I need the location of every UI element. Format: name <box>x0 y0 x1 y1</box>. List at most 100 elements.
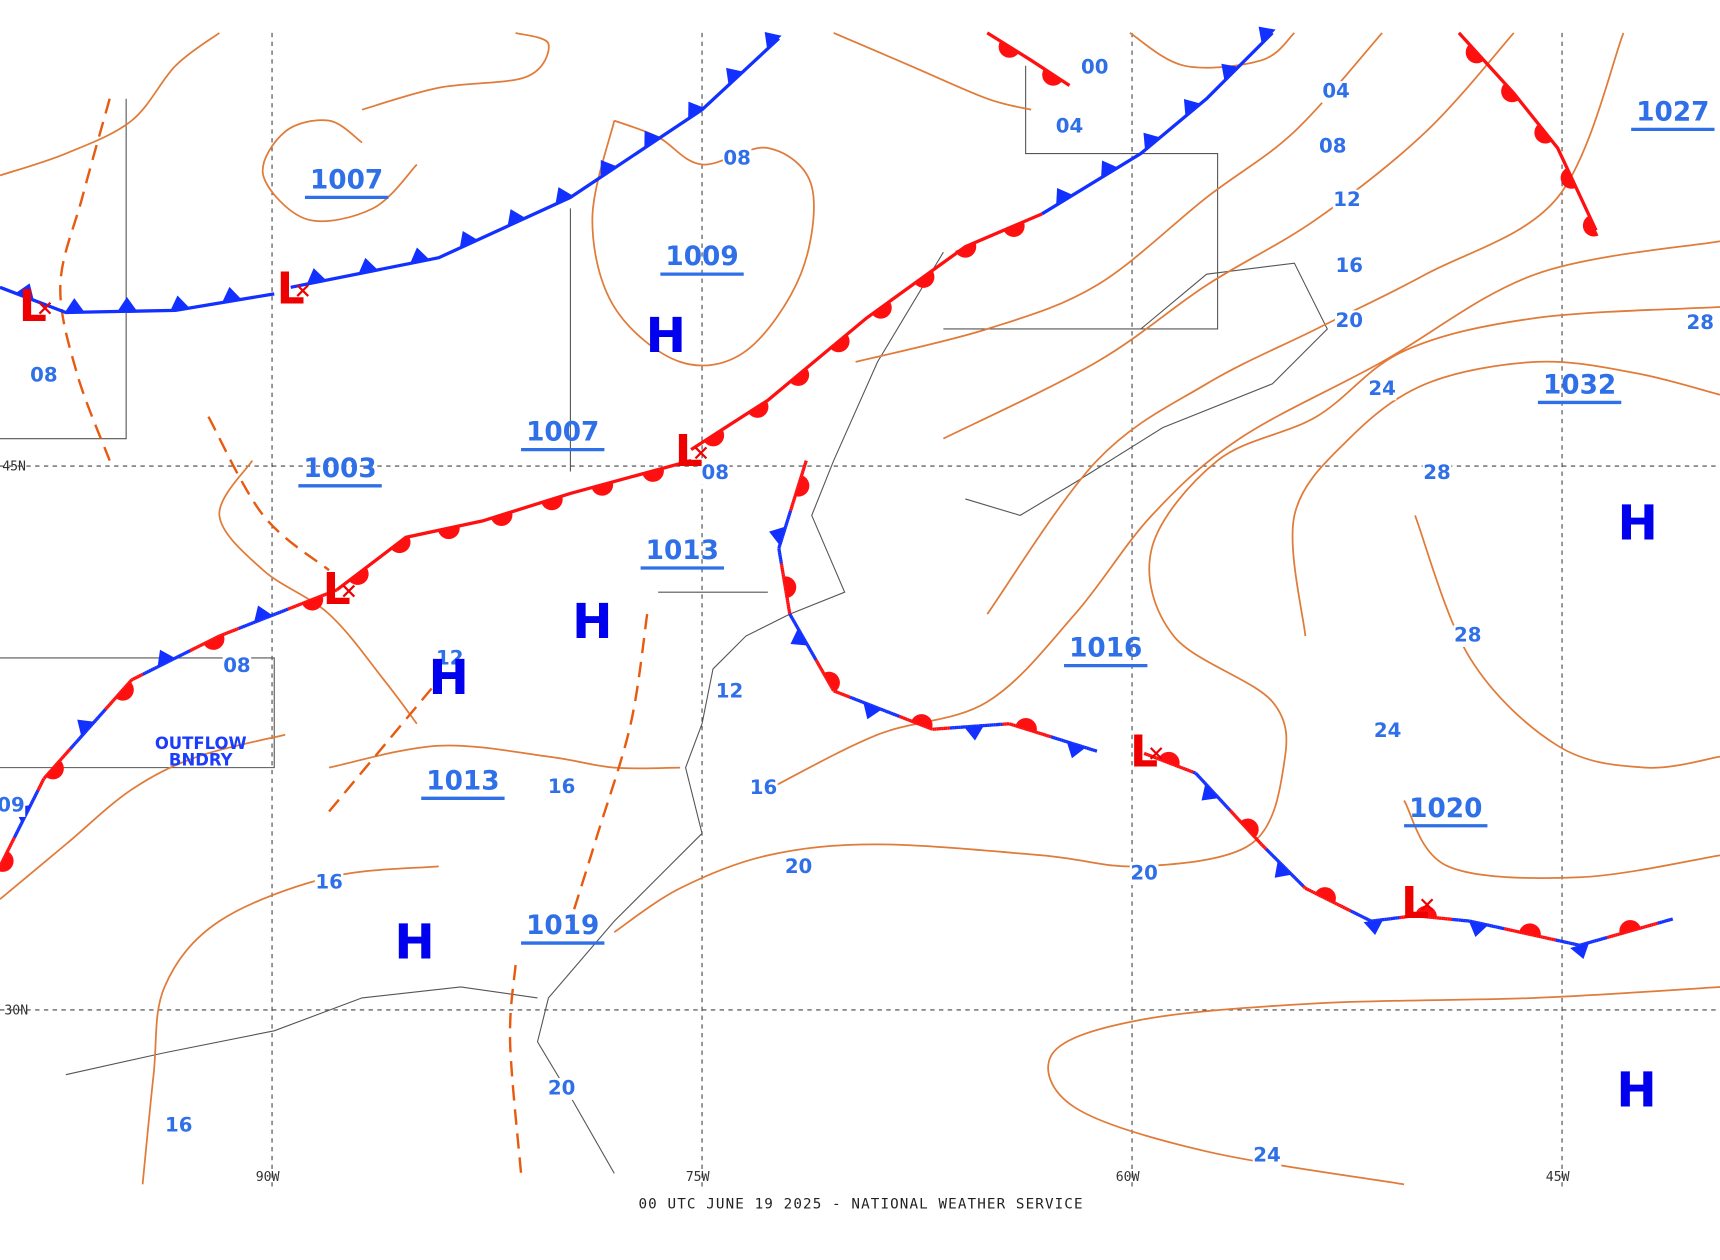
stationary-front <box>1292 875 1297 880</box>
stationary-front <box>92 719 97 724</box>
warm-front-symbol <box>1240 818 1259 838</box>
stationary-front <box>167 659 172 664</box>
isobar-label: 08 <box>30 364 57 387</box>
label-backdrop <box>1332 189 1362 212</box>
grid-label: 45N <box>2 459 26 474</box>
label-backdrop <box>222 655 252 678</box>
stationary-front <box>797 481 802 485</box>
stationary-front <box>876 706 880 710</box>
stationary-front <box>1186 768 1190 773</box>
warm-front-symbol <box>438 525 460 540</box>
stationary-front <box>871 704 876 709</box>
cold-front-symbol <box>726 67 744 86</box>
cold-front-symbol <box>254 605 273 623</box>
stationary-front <box>102 708 107 713</box>
stationary-front <box>250 621 254 626</box>
stationary-front <box>151 666 156 671</box>
warm-front-symbol <box>703 429 725 447</box>
stationary-front <box>236 626 240 631</box>
stationary-front <box>91 721 95 726</box>
stationary-front <box>70 744 75 749</box>
stationary-front <box>809 649 813 654</box>
cold-front-symbol <box>1274 860 1292 878</box>
stationary-front <box>79 734 84 739</box>
isobar <box>942 32 1515 440</box>
stationary-front <box>104 706 109 711</box>
stationary-front <box>1052 735 1056 740</box>
stationary-front <box>64 750 69 755</box>
stationary-front <box>1627 929 1631 934</box>
stationary-front <box>1253 836 1258 841</box>
cold-front-symbol <box>764 32 782 50</box>
label-backdrop <box>1334 255 1364 278</box>
stationary-front <box>1361 915 1365 920</box>
stationary-front <box>810 651 815 655</box>
stationary-front <box>1184 767 1188 772</box>
stationary-front <box>98 713 103 718</box>
stationary-front <box>181 652 185 657</box>
stationary-front <box>246 622 250 627</box>
stationary-front <box>293 604 297 609</box>
label-backdrop <box>1080 57 1110 79</box>
center-pressure: 1013 <box>646 536 719 566</box>
isobar <box>0 733 286 900</box>
stationary-front <box>1291 874 1296 879</box>
stationary-front <box>325 591 330 596</box>
stationary-front <box>225 630 230 635</box>
stationary-front <box>14 830 19 835</box>
isobar-label: 08 <box>701 461 728 484</box>
stationary-front <box>1035 730 1039 735</box>
stationary-front <box>132 676 136 681</box>
stationary-front <box>1650 922 1654 927</box>
isobar <box>855 32 1383 363</box>
isobar-label: 08 <box>723 147 750 170</box>
stationary-front <box>1629 928 1633 933</box>
stationary-front <box>824 676 829 680</box>
cold-front-symbol <box>1056 187 1073 206</box>
stationary-front <box>843 693 847 698</box>
stationary-front <box>791 618 796 623</box>
stationary-front <box>784 522 789 526</box>
stationary-front <box>779 537 784 541</box>
isobar <box>1047 986 1720 1186</box>
labels: 45N 30N 90W 75W 60W 45W 1007 1009 1007 1003 1013 10… <box>0 55 1715 1185</box>
stationary-front <box>1054 736 1058 741</box>
stationary-front <box>1334 901 1338 906</box>
stationary-front <box>1306 887 1311 892</box>
stationary-front <box>1008 722 1012 726</box>
stationary-front <box>95 716 100 721</box>
stationary-front <box>1355 912 1360 917</box>
center-pressure: 1009 <box>665 242 738 272</box>
stationary-front <box>1071 741 1075 746</box>
stationary-front <box>1299 881 1303 886</box>
cold-front-symbol <box>507 209 526 227</box>
stationary-front <box>867 702 872 707</box>
warm-front-symbol <box>390 535 411 554</box>
center-pressure: 1007 <box>310 165 383 195</box>
stationary-front <box>278 610 283 614</box>
stationary-front <box>144 670 148 675</box>
cold-front-symbol <box>77 719 95 737</box>
stationary-front <box>814 658 819 663</box>
isobar <box>218 460 418 725</box>
stationary-front <box>1661 919 1665 924</box>
stationary-front <box>1255 838 1260 842</box>
stationary-front <box>1657 921 1661 925</box>
isobar <box>261 119 418 223</box>
stationary-front <box>1029 728 1033 733</box>
stationary-front <box>148 668 152 673</box>
stationary-front <box>806 645 811 650</box>
high-center: H <box>394 914 434 970</box>
isobar-label: 09 <box>0 794 25 817</box>
stationary-front <box>179 653 183 658</box>
trough <box>508 964 523 1174</box>
stationary-front <box>819 668 824 673</box>
stationary-front <box>334 588 338 593</box>
stationary-front <box>835 690 839 694</box>
stationary-front <box>128 678 133 683</box>
label-backdrop <box>1321 81 1351 104</box>
isobar-label: 24 <box>1253 1143 1280 1166</box>
stationary-front <box>1294 877 1299 882</box>
cold-front-symbol <box>64 298 85 313</box>
isobar-label: 16 <box>548 775 575 798</box>
